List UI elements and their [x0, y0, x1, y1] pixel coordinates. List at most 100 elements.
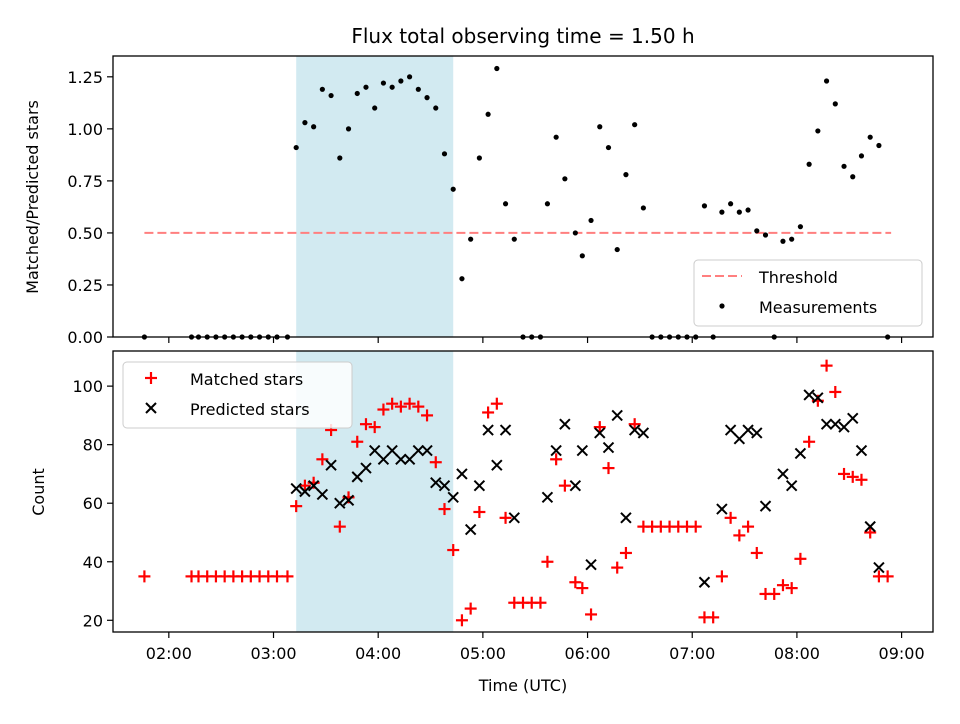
predicted-star-point: [698, 576, 711, 588]
predicted-star-point: [602, 441, 615, 454]
matched-star-point: [421, 409, 434, 422]
measurement-point: [797, 224, 804, 230]
measurement-point: [433, 105, 439, 111]
predicted-star-point: [482, 424, 494, 436]
matched-star-point: [820, 359, 833, 372]
measurement-point: [345, 126, 352, 132]
cross-b: [698, 576, 711, 588]
measurement-point: [823, 78, 830, 84]
measurement-point: [441, 151, 448, 157]
measurement-point: [597, 124, 603, 130]
legend-threshold-label: Threshold: [758, 268, 838, 287]
cross-b: [803, 389, 815, 401]
matched-star-point: [768, 587, 781, 600]
predicted-star-point: [541, 491, 554, 504]
matched-star-point: [499, 511, 512, 524]
predicted-star-point: [812, 392, 824, 404]
cross-b: [447, 491, 459, 504]
predicted-star-point: [724, 424, 737, 436]
cross-b: [386, 444, 398, 457]
matched-star-point: [785, 582, 798, 595]
cross-b: [777, 468, 789, 480]
predicted-star-point: [855, 444, 868, 457]
matched-star-point: [846, 470, 859, 483]
bottom-panel: 20 40 60 80 100 02:00 03:00 04:00 05:00 06:00 07:…: [29, 350, 934, 695]
legend-matched-swatch: [145, 372, 157, 384]
measurement-point: [762, 232, 769, 238]
matched-star-point: [403, 397, 416, 410]
matched-star-point: [316, 453, 329, 466]
predicted-star-point: [499, 424, 512, 436]
matched-star-point: [550, 453, 563, 466]
cross-b: [334, 497, 346, 509]
measurement-point: [719, 209, 725, 215]
matched-star-point: [558, 479, 571, 492]
measurement-point: [632, 122, 638, 128]
legend-measurements-swatch: [719, 303, 725, 309]
predicted-star-point: [403, 453, 416, 466]
cross-b: [759, 500, 772, 512]
legend-predicted-label: Predicted stars: [190, 400, 310, 419]
measurement-point: [363, 84, 369, 90]
measurement-point: [614, 246, 620, 253]
cross-b: [716, 503, 728, 515]
matched-star-point: [298, 479, 311, 492]
matched-star-point: [569, 576, 582, 589]
predicted-star-point: [550, 444, 562, 457]
cross-b: [550, 444, 562, 457]
predicted-star-point: [751, 427, 763, 439]
cross-b: [403, 453, 416, 466]
measurement-point: [867, 134, 873, 140]
measurement-point: [450, 186, 456, 192]
measurement-point: [502, 201, 509, 207]
measurement-point: [789, 236, 795, 242]
cross-b: [812, 392, 824, 404]
bottom-y-tick-label: 100: [72, 377, 103, 396]
cross-b: [794, 447, 807, 460]
cross-b: [508, 512, 520, 524]
matched-star-point: [473, 505, 486, 518]
matched-star-point: [447, 544, 460, 557]
measurement-point: [623, 172, 629, 178]
matched-star-point: [386, 397, 399, 410]
top-y-tick-label: 1.25: [67, 68, 103, 87]
x-axis-label: Time (UTC): [478, 676, 567, 695]
cross-b: [785, 479, 798, 492]
measurement-point: [858, 153, 865, 159]
measurement-point: [832, 101, 838, 107]
matched-star-point: [707, 611, 720, 624]
predicted-star-point: [316, 488, 329, 501]
top-y-tick-label: 1.00: [67, 120, 103, 139]
matched-star-point: [689, 520, 702, 533]
predicted-star-point: [733, 433, 746, 445]
bottom-legend-box: [122, 361, 353, 429]
cross-b: [342, 494, 355, 506]
bottom-legend: Matched stars Predicted stars: [122, 361, 353, 429]
top-panel: 0.00 0.25 0.50 0.75 1.00 1.25 Matched/Predict…: [23, 55, 934, 347]
cross-b: [742, 424, 754, 436]
predicted-star-point: [873, 561, 885, 574]
measurement-point: [572, 230, 578, 236]
cross-b: [307, 479, 320, 492]
top-highlight-span: [296, 56, 454, 337]
predicted-star-point: [569, 479, 582, 492]
measurement-point: [459, 276, 465, 282]
predicted-star-point: [351, 471, 363, 483]
legend-predicted-swatch: [145, 402, 157, 414]
measurement-point: [494, 65, 500, 72]
matched-star-point: [455, 614, 468, 627]
measurement-point: [588, 217, 594, 224]
predicted-star-point: [829, 418, 842, 430]
matched-star-point: [864, 526, 877, 539]
predicted-star-point: [342, 494, 355, 506]
predicted-star-point: [864, 520, 876, 533]
top-y-tick-label: 0.50: [67, 224, 103, 243]
cross-b: [464, 523, 477, 536]
measurement-point: [701, 203, 708, 209]
x-tick-label: 03:00: [250, 644, 296, 663]
measurement-point: [424, 95, 430, 101]
predicted-star-point: [325, 459, 337, 471]
cross-b: [430, 477, 442, 489]
predicted-star-point: [576, 444, 589, 457]
